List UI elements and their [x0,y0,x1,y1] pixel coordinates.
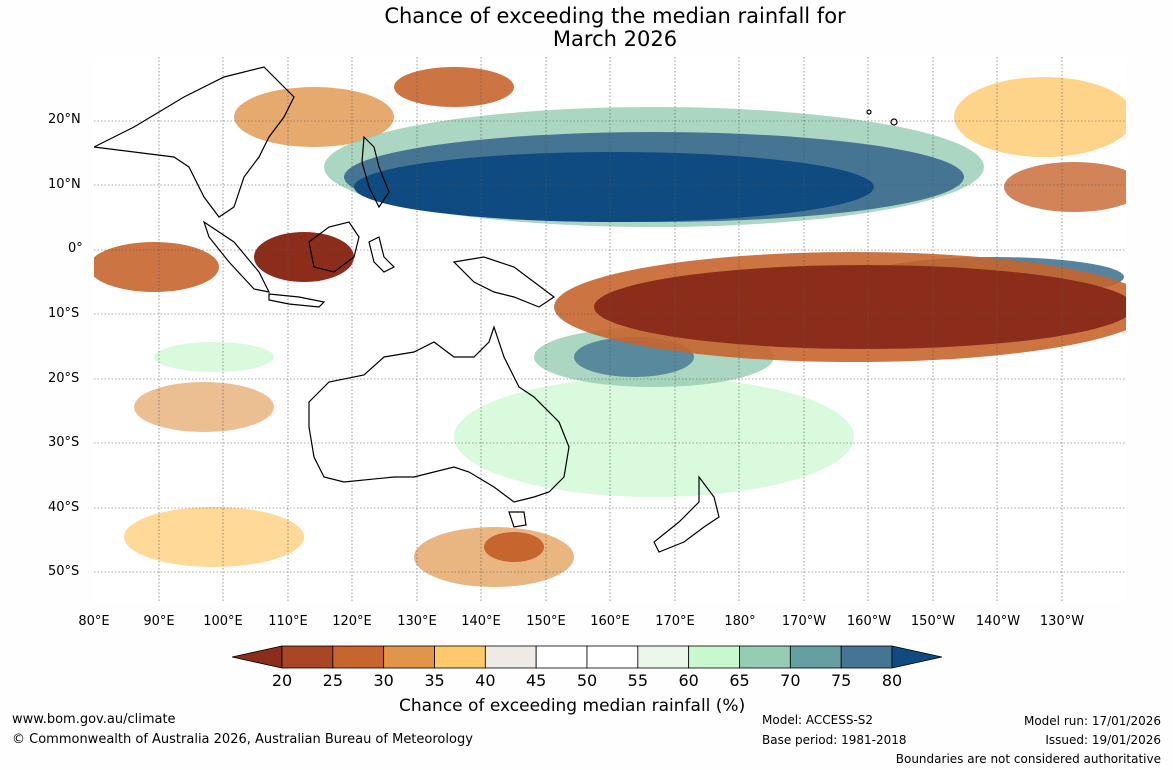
colorbar-label: Chance of exceeding median rainfall (%) [399,696,746,716]
colorbar-tick-label: 65 [729,671,750,690]
lon-label: 90°E [143,614,175,629]
colorbar-tick-label: 40 [475,671,496,690]
coastlines [94,66,898,553]
tasmania-outline [508,511,527,528]
lat-label: 10°S [48,306,80,321]
java-outline [268,293,326,308]
lat-label: 30°S [48,435,80,450]
colorbar-segment [789,645,842,669]
asia-mainland-outline [94,66,295,218]
lon-label: 140°W [975,614,1021,629]
copyright-text: © Commonwealth of Australia 2026, Austra… [12,732,473,747]
lon-label: 130°W [1039,614,1085,629]
new-zealand-outline [653,475,720,553]
lon-label: 180° [724,614,756,629]
lat-label: 20°N [48,112,81,127]
new-guinea-outline [452,256,556,308]
lon-label: 160°E [590,614,630,629]
philippines-outline [361,135,390,209]
colorbar-segment [535,645,588,669]
colorbar-segment [434,645,486,669]
lon-label: 170°W [781,614,827,629]
lat-label: 10°N [48,177,81,192]
probability-field [94,67,1126,587]
colorbar-segment [688,645,740,669]
colorbar-tick-label: 75 [830,671,852,690]
colorbar-tick-label: 80 [881,671,903,690]
colorbar-tick-label: 60 [678,671,699,690]
colorbar-segment [383,645,435,669]
colorbar-tick-label: 50 [576,671,598,690]
lon-label: 120°E [332,614,372,629]
graticule [94,57,1126,603]
lon-label: 150°E [526,614,566,629]
colorbar-tick-label: 35 [424,671,445,690]
lon-label: 100°E [203,614,243,629]
issued-text: Issued: 19/01/2026 [1045,733,1161,747]
lon-label: 130°E [397,614,437,629]
lon-label: 140°E [461,614,501,629]
colorbar-low-extend [232,645,283,669]
sumatra-outline [202,220,271,293]
colorbar-tick-label: 30 [373,671,394,690]
lat-label: 20°S [48,371,80,386]
lon-label: 110°E [268,614,308,629]
colorbar-segment [739,645,791,669]
lon-label: 160°W [846,614,892,629]
colorbar-segment [586,645,639,669]
lon-label: 80°E [78,614,110,629]
title-line-2: March 2026 [552,27,678,51]
model-text: Model: ACCESS-S2 [762,713,874,727]
borneo-outline [308,221,360,273]
colorbar-tick-label: 45 [525,671,547,690]
colorbar-high-extend [891,645,942,669]
sulawesi-outline [368,236,396,273]
disclaimer-text: Boundaries are not considered authoritat… [895,752,1161,766]
colorbar-tick-label: 20 [271,671,293,690]
colorbar-segment [840,645,893,669]
lat-label: 0° [68,241,83,256]
model-run-text: Model run: 17/01/2026 [1023,714,1161,728]
lat-label: 40°S [48,500,80,515]
colorbar-segment [281,645,334,669]
colorbar-tick-label: 70 [780,671,801,690]
colorbar [232,645,942,669]
colorbar-segment [637,645,690,669]
colorbar-tick-label: 55 [627,671,649,690]
australia-outline [308,325,570,503]
website-text: www.bom.gov.au/climate [12,712,176,727]
base-period-text: Base period: 1981-2018 [762,733,907,747]
colorbar-tick-label: 25 [322,671,344,690]
lon-label: 170°E [655,614,695,629]
rainfall-probability-map [94,57,1126,603]
lon-label: 150°W [910,614,956,629]
colorbar-segment [332,645,385,669]
lat-label: 50°S [48,564,80,579]
colorbar-segment [484,645,537,669]
map-title: Chance of exceeding the median rainfall … [0,5,1173,51]
title-line-1: Chance of exceeding the median rainfall … [384,4,846,28]
